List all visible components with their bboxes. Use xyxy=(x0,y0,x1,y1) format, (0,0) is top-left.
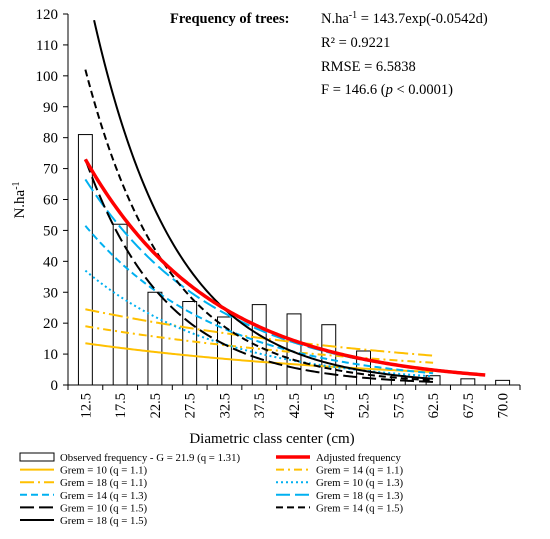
observed-bar xyxy=(112,223,128,386)
legend-label: Grem = 14 (q = 1.5) xyxy=(316,502,404,514)
legend-item: Grem = 10 (q = 1.5) xyxy=(20,502,148,514)
legend-item: Grem = 10 (q = 1.1) xyxy=(20,465,148,477)
annotation-equation: N.ha-1 = 143.7exp(-0.0542d) xyxy=(321,10,488,28)
y-tick-label: 50 xyxy=(43,223,58,239)
annotation-title: Frequency of trees: xyxy=(170,11,289,27)
legend-label: Adjusted frequency xyxy=(316,452,401,464)
y-tick-label: 0 xyxy=(51,378,59,394)
annotation-rmse: RMSE = 6.5838 xyxy=(321,59,416,75)
x-tick-label: 22.5 xyxy=(148,393,164,418)
x-tick-label: 47.5 xyxy=(322,393,338,418)
legend-label: Grem = 14 (q = 1.3) xyxy=(60,490,148,502)
annotation-equation-post: = 143.7exp(-0.0542d) xyxy=(357,11,488,27)
x-tick-label: 52.5 xyxy=(357,393,373,418)
legend-label: Grem = 18 (q = 1.3) xyxy=(316,490,404,502)
adjusted-line xyxy=(83,158,486,377)
y-axis-title-sup: -1 xyxy=(11,181,22,189)
y-axis-title: N.ha-1 xyxy=(11,181,29,218)
legend-item: Grem = 14 (q = 1.1) xyxy=(276,465,404,477)
annotation-f: F = 146.6 (p < 0.0001) xyxy=(321,82,453,98)
x-tick-label: 62.5 xyxy=(426,393,442,418)
series-line xyxy=(84,225,434,375)
legend-item: Grem = 18 (q = 1.3) xyxy=(276,490,404,502)
y-tick-label: 90 xyxy=(43,100,58,116)
legend-label: Grem = 10 (q = 1.5) xyxy=(60,502,148,514)
observed-bar xyxy=(77,134,93,386)
legend-label: Grem = 18 (q = 1.5) xyxy=(60,515,148,527)
x-tick-label: 57.5 xyxy=(391,393,407,418)
y-axis-title-main: N.ha xyxy=(12,189,28,218)
legend-item: Grem = 10 (q = 1.3) xyxy=(276,477,404,489)
x-tick-label: 37.5 xyxy=(252,393,268,418)
annotation-equation-sup: -1 xyxy=(349,10,357,21)
legend: Observed frequency - G = 21.9 (q = 1.31)… xyxy=(19,452,404,527)
x-tick-label: 67.5 xyxy=(461,393,477,418)
x-tick-label: 12.5 xyxy=(78,393,94,418)
annotation-box: Frequency of trees: N.ha-1 = 143.7exp(-0… xyxy=(170,10,488,99)
x-tick-label: 32.5 xyxy=(217,393,233,418)
y-tick-label: 30 xyxy=(43,285,58,301)
legend-item: Grem = 18 (q = 1.5) xyxy=(20,515,148,527)
x-tick-label: 17.5 xyxy=(113,393,129,418)
series-line xyxy=(84,69,434,382)
legend-item: Grem = 18 (q = 1.1) xyxy=(20,477,148,489)
annotation-f-italic: p xyxy=(385,82,393,98)
x-tick-label: 42.5 xyxy=(287,393,303,418)
lines-layer xyxy=(83,19,486,383)
legend-label: Grem = 10 (q = 1.1) xyxy=(60,465,148,477)
legend-label: Observed frequency - G = 21.9 (q = 1.31) xyxy=(60,452,240,464)
y-tick-label: 40 xyxy=(43,254,58,270)
y-tick-label: 110 xyxy=(36,38,58,54)
y-tick-label: 120 xyxy=(36,7,59,23)
x-axis-title: Diametric class center (cm) xyxy=(189,431,354,447)
y-tick-label: 10 xyxy=(43,347,58,363)
legend-label: Grem = 18 (q = 1.1) xyxy=(60,477,148,489)
y-tick-label: 60 xyxy=(43,193,58,209)
y-tick-label: 100 xyxy=(36,69,59,85)
observed-bar xyxy=(147,291,163,386)
x-tick-label: 27.5 xyxy=(183,393,199,418)
y-tick-label: 20 xyxy=(43,316,58,332)
series-line xyxy=(84,158,434,383)
legend-item: Grem = 14 (q = 1.3) xyxy=(20,490,148,502)
legend-item: Adjusted frequency xyxy=(276,452,401,464)
series-line xyxy=(93,19,434,380)
observed-bar xyxy=(495,379,511,386)
series-line xyxy=(85,308,434,357)
x-tick-label: 70.0 xyxy=(496,393,512,418)
observed-bar xyxy=(460,378,476,386)
y-tick-label: 70 xyxy=(43,162,58,178)
y-tick-label: 80 xyxy=(43,131,58,147)
legend-swatch xyxy=(19,452,55,462)
series-line xyxy=(85,325,434,364)
annotation-r2: R² = 0.9221 xyxy=(321,35,390,51)
legend-label: Grem = 14 (q = 1.1) xyxy=(316,465,404,477)
legend-label: Grem = 10 (q = 1.3) xyxy=(316,477,404,489)
bars-layer xyxy=(77,134,511,386)
annotation-f-post: < 0.0001) xyxy=(393,82,453,98)
legend-item: Observed frequency - G = 21.9 (q = 1.31) xyxy=(19,452,240,464)
series-line xyxy=(85,342,434,374)
legend-item: Grem = 14 (q = 1.5) xyxy=(276,502,404,514)
tick-labels-layer: 0 10 20 30 40 50 60 70 80 90 100 110 120 12.5 17.5 22.5… xyxy=(36,7,512,418)
observed-bar xyxy=(182,301,198,386)
axes-layer xyxy=(63,13,521,390)
annotation-f-pre: F = 146.6 ( xyxy=(321,82,386,98)
annotation-equation-pre: N.ha xyxy=(321,11,349,27)
